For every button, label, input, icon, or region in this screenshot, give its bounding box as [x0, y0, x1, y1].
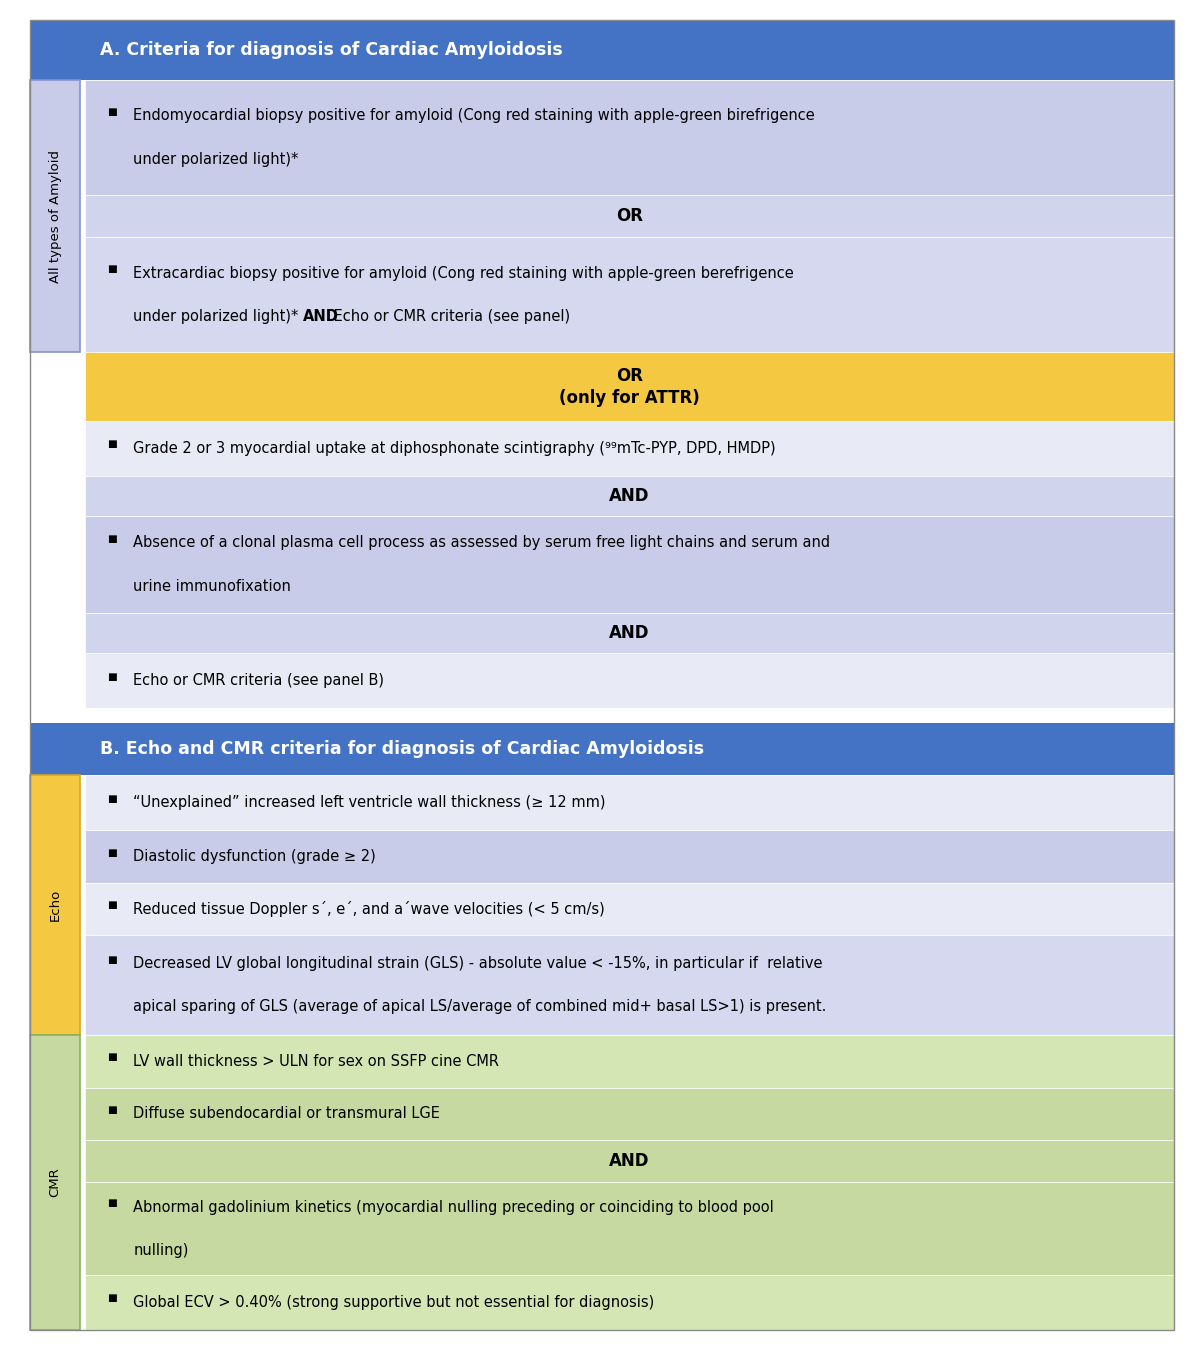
Text: under polarized light)*: under polarized light)*: [133, 309, 304, 324]
Text: ■: ■: [107, 439, 116, 450]
Text: ■: ■: [107, 1052, 116, 1062]
Text: Echo or CMR criteria (see panel): Echo or CMR criteria (see panel): [329, 309, 570, 324]
Text: A. Criteria for diagnosis of Cardiac Amyloidosis: A. Criteria for diagnosis of Cardiac Amy…: [100, 42, 563, 59]
Bar: [85, 477, 1174, 516]
Text: urine immunofixation: urine immunofixation: [133, 579, 292, 594]
Text: ■: ■: [107, 794, 116, 803]
Text: ■: ■: [107, 1197, 116, 1208]
Bar: [85, 830, 1174, 883]
Bar: [85, 194, 1174, 238]
Bar: [85, 1139, 1174, 1183]
Text: ■: ■: [107, 671, 116, 682]
Text: Reduced tissue Doppler s´, e´, and a´wave velocities (< 5 cm/s): Reduced tissue Doppler s´, e´, and a´wav…: [133, 900, 605, 917]
Text: Echo or CMR criteria (see panel B): Echo or CMR criteria (see panel B): [133, 674, 384, 688]
Bar: [85, 1035, 1174, 1088]
Bar: [30, 1035, 80, 1330]
Text: All types of Amyloid: All types of Amyloid: [49, 150, 61, 282]
Bar: [85, 883, 1174, 936]
Text: Extracardiac biopsy positive for amyloid (Cong red staining with apple-green ber: Extracardiac biopsy positive for amyloid…: [133, 266, 794, 281]
Text: nulling): nulling): [133, 1243, 188, 1258]
Text: Echo: Echo: [49, 890, 61, 922]
Bar: [30, 20, 1174, 80]
Text: OR: OR: [616, 208, 643, 225]
Bar: [85, 653, 1174, 709]
Bar: [85, 1274, 1174, 1330]
Bar: [30, 80, 80, 352]
Text: AND: AND: [610, 487, 649, 505]
Text: CMR: CMR: [49, 1168, 61, 1197]
Text: OR
(only for ATTR): OR (only for ATTR): [559, 367, 700, 406]
Text: Absence of a clonal plasma cell process as assessed by serum free light chains a: Absence of a clonal plasma cell process …: [133, 536, 830, 551]
Text: apical sparing of GLS (average of apical LS/average of combined mid+ basal LS>1): apical sparing of GLS (average of apical…: [133, 999, 827, 1014]
Text: ■: ■: [107, 848, 116, 857]
Text: ■: ■: [107, 900, 116, 910]
Text: Grade 2 or 3 myocardial uptake at diphosphonate scintigraphy (⁹⁹mTc-PYP, DPD, HM: Grade 2 or 3 myocardial uptake at diphos…: [133, 441, 776, 456]
Bar: [30, 709, 1174, 724]
Text: ■: ■: [107, 107, 116, 117]
Bar: [85, 352, 1174, 421]
Bar: [85, 936, 1174, 1035]
Text: AND: AND: [304, 309, 338, 324]
Text: “Unexplained” increased left ventricle wall thickness (≥ 12 mm): “Unexplained” increased left ventricle w…: [133, 795, 606, 810]
Text: Abnormal gadolinium kinetics (myocardial nulling preceding or coinciding to bloo: Abnormal gadolinium kinetics (myocardial…: [133, 1200, 774, 1215]
Bar: [30, 775, 80, 1035]
Bar: [30, 724, 1174, 775]
Bar: [85, 516, 1174, 613]
Bar: [85, 238, 1174, 352]
Text: under polarized light)*: under polarized light)*: [133, 151, 299, 166]
Text: AND: AND: [610, 624, 649, 643]
Text: Diastolic dysfunction (grade ≥ 2): Diastolic dysfunction (grade ≥ 2): [133, 849, 376, 864]
Bar: [85, 80, 1174, 194]
Bar: [85, 1088, 1174, 1139]
Text: Diffuse subendocardial or transmural LGE: Diffuse subendocardial or transmural LGE: [133, 1106, 440, 1122]
Text: ■: ■: [107, 954, 116, 964]
Text: LV wall thickness > ULN for sex on SSFP cine CMR: LV wall thickness > ULN for sex on SSFP …: [133, 1054, 499, 1069]
Bar: [85, 613, 1174, 653]
Text: ■: ■: [107, 265, 116, 274]
Text: AND: AND: [610, 1153, 649, 1170]
Text: Endomyocardial biopsy positive for amyloid (Cong red staining with apple-green b: Endomyocardial biopsy positive for amylo…: [133, 108, 815, 123]
Text: Global ECV > 0.40% (strong supportive but not essential for diagnosis): Global ECV > 0.40% (strong supportive bu…: [133, 1295, 654, 1309]
Bar: [85, 1183, 1174, 1274]
Bar: [85, 421, 1174, 477]
Text: ■: ■: [107, 1293, 116, 1303]
Bar: [85, 775, 1174, 830]
Text: ■: ■: [107, 533, 116, 544]
Text: ■: ■: [107, 1104, 116, 1115]
Text: Decreased LV global longitudinal strain (GLS) - absolute value < -15%, in partic: Decreased LV global longitudinal strain …: [133, 956, 823, 971]
Text: B. Echo and CMR criteria for diagnosis of Cardiac Amyloidosis: B. Echo and CMR criteria for diagnosis o…: [100, 740, 703, 759]
